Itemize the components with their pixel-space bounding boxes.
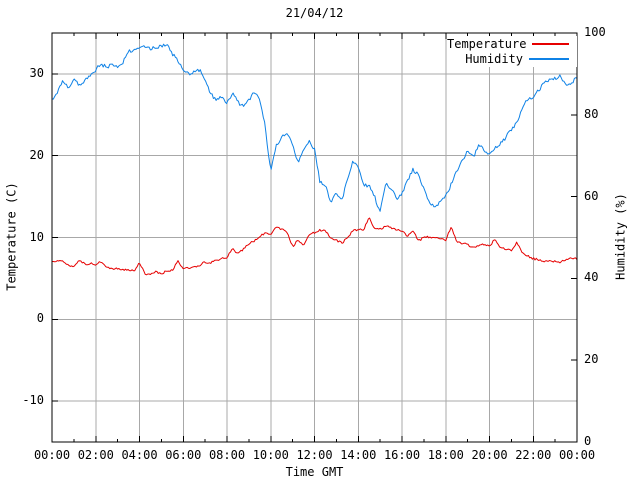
y1-tick-label: 0	[36, 311, 44, 326]
legend-entry-humidity: Humidity	[447, 52, 577, 66]
x-tick-label: 00:00	[33, 448, 71, 462]
x-tick-label: 20:00	[471, 448, 508, 462]
x-tick-label: 06:00	[165, 448, 202, 462]
x-tick-label: 14:00	[340, 448, 377, 462]
y2-axis-label: Humidity (%)	[613, 193, 628, 280]
x-axis-label: Time GMT	[285, 465, 344, 479]
y2-tick-label: 40	[584, 270, 599, 285]
legend: Temperature Humidity	[447, 36, 577, 67]
x-tick-label: 22:00	[515, 448, 552, 462]
y2-tick-label: 100	[584, 25, 606, 39]
x-tick-label: 04:00	[121, 448, 158, 462]
x-tick-label: 12:00	[296, 448, 333, 462]
chart-title: 21/04/12	[285, 6, 344, 20]
x-tick-label: 16:00	[383, 448, 421, 462]
y1-tick-label: 20	[29, 147, 44, 162]
x-tick-label: 08:00	[208, 448, 246, 462]
legend-label-temperature: Temperature	[447, 36, 527, 51]
temperature-line-swatch	[532, 43, 569, 45]
y2-tick-label: 60	[584, 188, 599, 203]
y2-tick-label: 20	[584, 352, 599, 367]
y2-tick-label: 0	[584, 434, 592, 448]
legend-label-humidity: Humidity	[465, 51, 523, 66]
x-tick-label: 10:00	[252, 448, 289, 462]
x-tick-label: 00:00	[558, 448, 596, 462]
y1-tick-label: 30	[29, 65, 44, 80]
y2-tick-label: 80	[584, 106, 599, 121]
y1-tick-label: 10	[29, 229, 44, 244]
x-tick-label: 02:00	[77, 448, 114, 462]
legend-entry-temperature: Temperature	[447, 37, 577, 51]
x-tick-label: 18:00	[427, 448, 464, 462]
humidity-line-swatch	[529, 58, 569, 60]
y1-tick-label: -10	[22, 393, 44, 408]
